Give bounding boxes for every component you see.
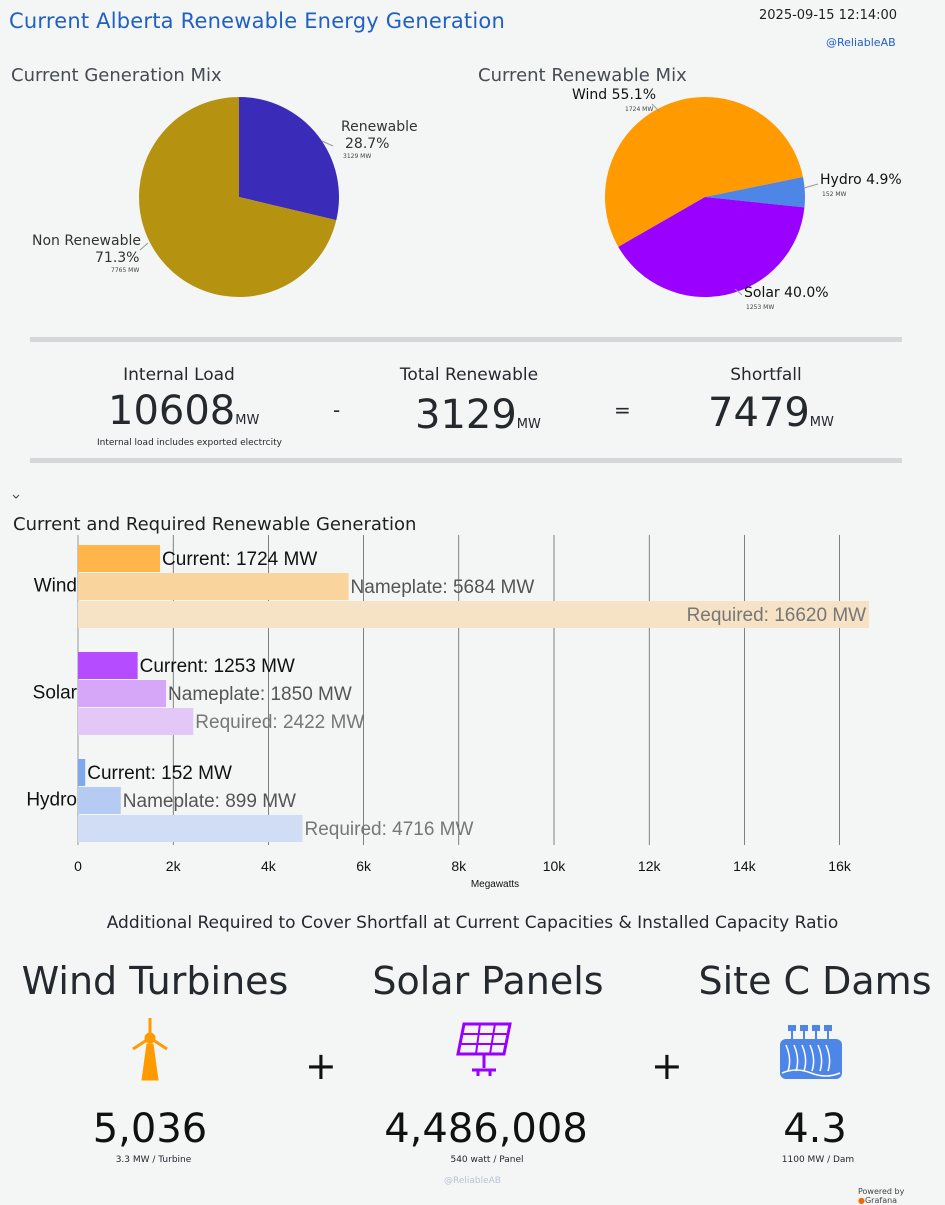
category-label: Solar bbox=[33, 683, 78, 704]
site-c-dams-label: Site C Dams bbox=[698, 959, 932, 1003]
x-axis-label: Megawatts bbox=[471, 879, 519, 890]
bar-hydro-nameplate bbox=[78, 787, 121, 814]
pie-slice-renewable bbox=[239, 97, 339, 221]
internal-load-stat: 10608MW bbox=[108, 388, 259, 434]
internal-load-value: 10608 bbox=[108, 388, 236, 434]
pie-slice-non-renewable bbox=[139, 97, 337, 297]
bar-value-label: Current: 1253 MW bbox=[140, 656, 295, 677]
solar-panels-label: Solar Panels bbox=[372, 959, 604, 1003]
panel-capacity-note: 540 watt / Panel bbox=[450, 1155, 524, 1165]
bar-wind-nameplate bbox=[78, 573, 349, 600]
renewable-label: Renewable bbox=[341, 119, 418, 135]
non-renewable-mw: 7765 MW bbox=[111, 267, 140, 274]
bar-solar-required bbox=[78, 708, 194, 735]
solar-panels-value: 4,486,008 bbox=[384, 1106, 588, 1152]
category-label: Hydro bbox=[26, 790, 77, 811]
divider-bottom bbox=[30, 458, 902, 463]
wind-turbines-value: 5,036 bbox=[92, 1106, 208, 1152]
plus-sign-1: + bbox=[305, 1044, 337, 1088]
bar-wind-required bbox=[78, 601, 870, 628]
solar-label: Solar 40.0% bbox=[744, 285, 829, 301]
renewable-bar-chart: Current: 1724 MW Nameplate: 5684 MW Requir… bbox=[26, 535, 870, 890]
total-renewable-label: Total Renewable bbox=[399, 365, 539, 385]
x-tick-label: 14k bbox=[733, 858, 757, 874]
bar-value-label: Nameplate: 5684 MW bbox=[351, 577, 535, 598]
dashboard-title: Current Alberta Renewable Energy Generat… bbox=[9, 9, 505, 33]
grafana-brand: Grafana bbox=[864, 1196, 898, 1205]
generation-mix-pie bbox=[139, 97, 819, 297]
bar-hydro-current bbox=[78, 759, 86, 786]
total-renewable-unit: MW bbox=[516, 417, 541, 432]
handle-link[interactable]: @ReliableAB bbox=[826, 36, 896, 49]
bar-wind-current bbox=[78, 545, 161, 572]
hydro-label: Hydro 4.9% bbox=[820, 172, 902, 188]
generation-mix-title: Current Generation Mix bbox=[11, 65, 222, 86]
bar-value-label: Nameplate: 1850 MW bbox=[168, 684, 352, 705]
plus-sign-2: + bbox=[651, 1044, 683, 1088]
wind-turbine-icon bbox=[132, 1018, 168, 1081]
total-renewable-stat: 3129MW bbox=[415, 392, 541, 438]
x-tick-label: 2k bbox=[166, 858, 182, 874]
x-tick-label: 8k bbox=[451, 858, 467, 874]
wind-label: Wind 55.1% bbox=[572, 87, 657, 103]
pie-slice-solar bbox=[618, 197, 805, 297]
bar-solar-current bbox=[78, 652, 138, 679]
powered-by-text: Powered by bbox=[858, 1187, 905, 1196]
x-tick-label: 4k bbox=[261, 858, 277, 874]
bar-value-label: Required: 4716 MW bbox=[304, 819, 473, 840]
bar-value-label: Required: 2422 MW bbox=[195, 712, 364, 733]
turbine-capacity-note: 3.3 MW / Turbine bbox=[115, 1155, 192, 1165]
chevron-down-icon[interactable] bbox=[12, 494, 20, 500]
x-tick-label: 0 bbox=[74, 858, 82, 874]
dam-capacity-note: 1100 MW / Dam bbox=[781, 1155, 855, 1165]
dam-icon bbox=[780, 1025, 842, 1079]
footer-handle: @ReliableAB bbox=[444, 1176, 501, 1186]
solar-panel-icon bbox=[456, 1022, 512, 1076]
non-renewable-pct: 71.3% bbox=[95, 250, 140, 266]
total-renewable-value: 3129 bbox=[415, 392, 517, 438]
x-tick-label: 12k bbox=[638, 858, 662, 874]
pie-slice-wind bbox=[605, 97, 803, 247]
solar-leader-line bbox=[734, 288, 743, 296]
wind-turbines-label: Wind Turbines bbox=[21, 959, 289, 1003]
non-renewable-leader-line bbox=[139, 242, 149, 251]
shortfall-unit: MW bbox=[809, 415, 834, 430]
renewable-leader-line bbox=[321, 140, 334, 147]
hydro-leader-line bbox=[803, 183, 819, 189]
x-tick-label: 16k bbox=[828, 858, 852, 874]
x-tick-label: 10k bbox=[543, 858, 567, 874]
bar-solar-nameplate bbox=[78, 680, 167, 707]
shortfall-label: Shortfall bbox=[730, 365, 802, 385]
shortfall-value: 7479 bbox=[708, 390, 810, 436]
minus-sign: - bbox=[333, 398, 341, 422]
internal-load-note: Internal load includes exported electrci… bbox=[97, 438, 282, 448]
bar-value-label: Required: 16620 MW bbox=[687, 605, 867, 626]
bar-chart-title: Current and Required Renewable Generatio… bbox=[13, 514, 417, 535]
equals-sign: = bbox=[614, 398, 631, 422]
internal-load-label: Internal Load bbox=[123, 365, 235, 385]
site-c-dams-value: 4.3 bbox=[783, 1106, 847, 1152]
bar-value-label: Current: 152 MW bbox=[87, 763, 232, 784]
category-label: Wind bbox=[34, 576, 77, 597]
renewable-pct: 28.7% bbox=[345, 136, 390, 152]
bar-value-label: Nameplate: 899 MW bbox=[123, 791, 296, 812]
non-renewable-label: Non Renewable bbox=[32, 233, 141, 249]
renewable-mw: 3129 MW bbox=[343, 153, 372, 160]
shortfall-stat: 7479MW bbox=[708, 390, 834, 436]
renewable-mix-title: Current Renewable Mix bbox=[478, 65, 687, 86]
powered-by[interactable]: Powered by ●Grafana bbox=[858, 1187, 945, 1205]
wind-mw: 1724 MW bbox=[625, 106, 654, 113]
grafana-logo-icon: ● bbox=[858, 1196, 865, 1205]
timestamp: 2025-09-15 12:14:00 bbox=[759, 8, 898, 23]
wind-leader-line bbox=[651, 103, 661, 113]
solar-mw: 1253 MW bbox=[746, 304, 775, 311]
internal-load-unit: MW bbox=[235, 413, 260, 428]
bar-value-label: Current: 1724 MW bbox=[162, 549, 317, 570]
hydro-mw: 152 MW bbox=[822, 191, 847, 198]
divider-top bbox=[30, 337, 902, 342]
x-tick-label: 6k bbox=[356, 858, 372, 874]
pie-slice-hydro bbox=[705, 177, 805, 208]
additional-title: Additional Required to Cover Shortfall a… bbox=[106, 913, 839, 933]
bar-hydro-required bbox=[78, 815, 303, 842]
